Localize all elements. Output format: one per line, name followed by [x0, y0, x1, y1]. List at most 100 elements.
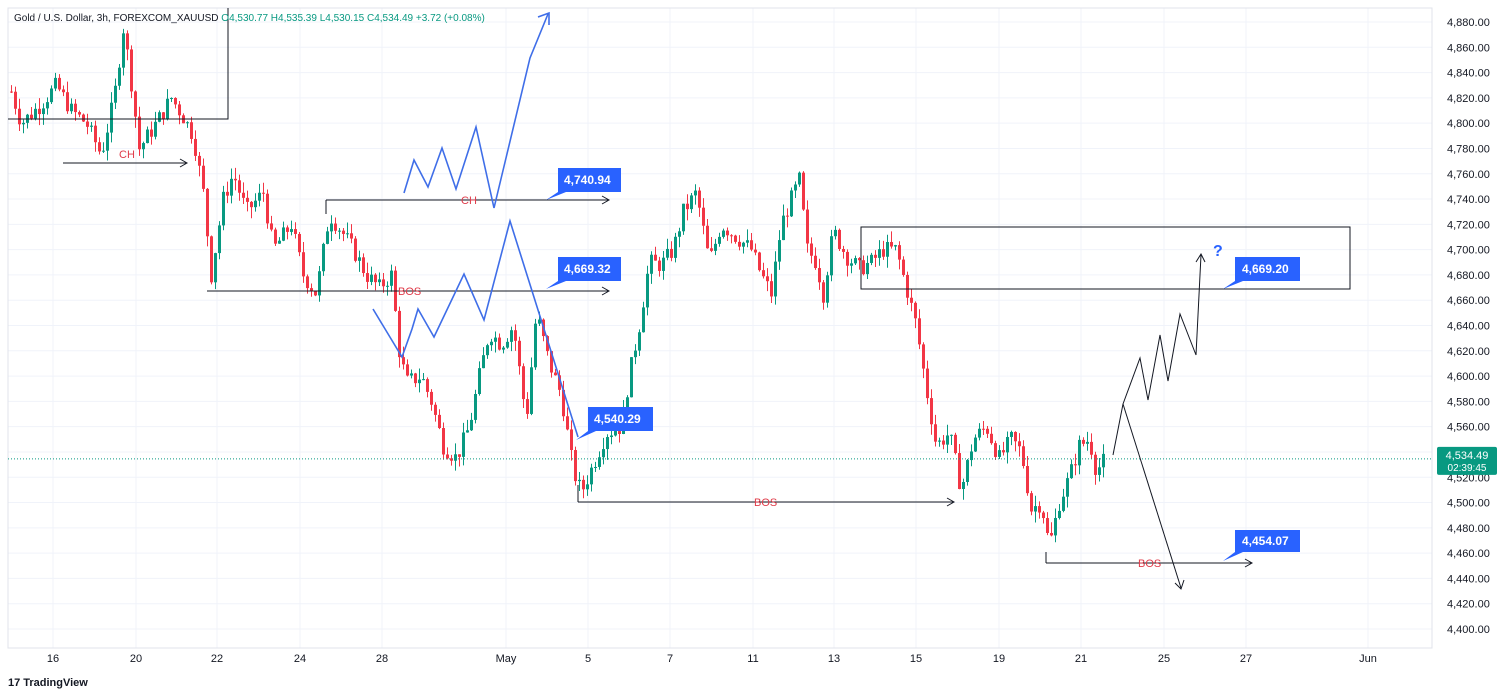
candle-body: [1102, 453, 1105, 468]
candle-body: [630, 357, 633, 398]
candle-body: [758, 252, 761, 271]
candle-body: [354, 238, 357, 261]
candle-body: [430, 391, 433, 405]
candle-body: [830, 236, 833, 276]
symbol-legend[interactable]: Gold / U.S. Dollar, 3h, FOREXCOM_XAUUSD …: [14, 13, 485, 24]
candle-body: [886, 242, 889, 257]
candle-body: [70, 103, 73, 112]
candle-body: [86, 121, 89, 127]
time-tick-label: 21: [1075, 653, 1087, 665]
projection-bear-arrowhead: [1174, 579, 1185, 590]
grid-lines: [8, 8, 1432, 648]
candle-body: [234, 178, 237, 181]
candle-body: [230, 178, 233, 196]
candle-body: [706, 225, 709, 249]
candle-body: [678, 231, 681, 237]
candle-body: [654, 254, 657, 261]
candle-body: [186, 122, 189, 124]
candle-body: [262, 192, 265, 194]
time-tick-label: May: [496, 653, 517, 665]
candle-body: [198, 155, 201, 166]
price-callout-2[interactable]: 4,669.32: [546, 257, 621, 289]
candle-body: [534, 323, 537, 368]
price-callout-3-text: 4,540.29: [594, 412, 641, 426]
candle-body: [858, 258, 861, 261]
ch-label-1: CH: [119, 149, 135, 161]
candle-body: [90, 125, 93, 127]
candle-body: [578, 479, 581, 482]
candle-body: [598, 457, 601, 467]
candle-body: [938, 440, 941, 442]
candle-body: [290, 229, 293, 232]
candle-body: [482, 355, 485, 369]
candle-body: [370, 274, 373, 282]
top-left-zone: [8, 8, 229, 120]
candle-body: [602, 449, 605, 458]
candle-body: [162, 112, 165, 119]
candle-body: [1070, 464, 1073, 479]
bos-arrowhead-1: [601, 286, 611, 296]
candle-body: [390, 270, 393, 286]
price-axis[interactable]: 4,400.00 4,420.00 4,440.00 4,460.00 4,480.00…: [1447, 17, 1490, 636]
candle-body: [766, 276, 769, 282]
candle-body: [870, 254, 873, 263]
candle-body: [1038, 506, 1041, 513]
candle-body: [106, 132, 109, 151]
candle-body: [746, 240, 749, 243]
candle-body: [398, 310, 401, 358]
candle-body: [546, 336, 549, 352]
candle-body: [698, 190, 701, 208]
price-callout-4-text: 4,669.20: [1242, 262, 1289, 276]
candle-body: [1066, 478, 1069, 497]
candle-body: [298, 233, 301, 253]
candle-body: [386, 285, 389, 287]
price-callout-3[interactable]: 4,540.29: [576, 407, 653, 440]
candle-body: [378, 279, 381, 283]
candle-body: [950, 434, 953, 436]
candle-body: [158, 112, 161, 122]
candle-body: [306, 276, 309, 289]
candle-body: [862, 260, 865, 275]
candle-body: [118, 67, 121, 86]
candle-body: [614, 431, 617, 436]
candle-body: [682, 203, 685, 232]
candle-body: [1042, 512, 1045, 519]
candle-body: [442, 428, 445, 455]
candle-body: [226, 191, 229, 196]
candle-body: [434, 404, 437, 415]
candle-body: [722, 230, 725, 237]
candle-body: [762, 270, 765, 277]
projection-path-lower: [372, 218, 579, 438]
candle-body: [38, 108, 41, 115]
ch-arrowhead-1: [179, 158, 189, 168]
candle-body: [562, 389, 565, 417]
candle-body: [518, 340, 521, 367]
candle-body: [102, 150, 105, 152]
candle-body: [46, 102, 49, 109]
question-mark: ?: [1213, 243, 1223, 260]
price-tick-label: 4,440.00: [1447, 573, 1490, 585]
candle-body: [466, 430, 469, 433]
tradingview-brand[interactable]: 17 TradingView: [8, 677, 88, 689]
candlestick-series: [10, 28, 1105, 543]
price-tick-label: 4,460.00: [1447, 548, 1490, 560]
last-price-tag: 4,534.49 02:39:45: [1437, 446, 1497, 475]
candle-body: [966, 460, 969, 482]
candle-body: [330, 223, 333, 232]
time-axis[interactable]: 16 20 22 24 28 May 5 7 11 13 15 19 21 25 27 Jun: [47, 653, 1377, 665]
candle-body: [530, 367, 533, 414]
candle-body: [882, 249, 885, 257]
candle-body: [650, 254, 653, 274]
candle-body: [538, 319, 541, 324]
candle-body: [214, 253, 217, 283]
price-callout-5[interactable]: 4,454.07: [1223, 530, 1300, 561]
price-callout-1[interactable]: 4,740.94: [546, 168, 621, 200]
candle-body: [134, 91, 137, 117]
candle-body: [222, 191, 225, 226]
candle-body: [314, 291, 317, 296]
candle-body: [310, 288, 313, 292]
candle-body: [514, 330, 517, 341]
price-callout-4[interactable]: 4,669.20: [1223, 257, 1300, 289]
candle-body: [210, 236, 213, 283]
